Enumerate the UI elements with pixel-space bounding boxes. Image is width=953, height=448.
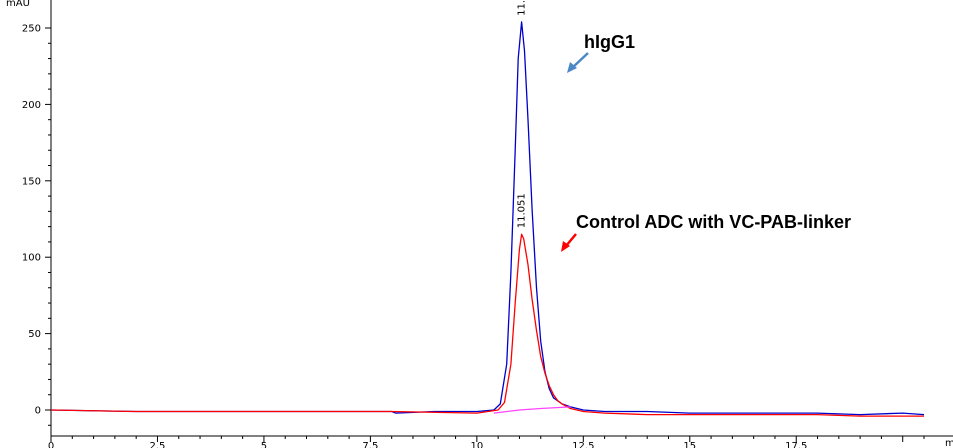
x-unit-label: m [945,438,953,448]
series-line-2 [493,406,571,414]
arrow-control-adc [565,233,577,247]
x-tick-label: 15 [683,441,696,448]
x-tick-label: 17.5 [785,441,807,448]
x-tick-label: 0 [48,441,54,448]
y-unit-label: mAU [6,0,30,9]
annotation-higg1: hIgG1 [584,32,635,52]
labels-layer: 11.05 11.051 [517,0,528,228]
y-tick-label: 0 [35,406,41,417]
peak-label: 11.05 [517,0,528,16]
arrow-higg1 [571,52,589,69]
arrow-control-adc-head [561,241,570,252]
series-layer [50,21,925,417]
series-line-1 [50,233,924,417]
y-tick-label: 50 [28,329,41,340]
peak-label: 11.051 [517,193,528,228]
y-tick-label: 150 [22,176,41,187]
y-tick-label: 250 [22,24,41,35]
x-tick-label: 7.5 [362,441,378,448]
axes: 0 50 100 150 200 250 0 2.5 5 7.5 10 12.5 15 17.5 [22,0,953,448]
x-tick-label: 10 [470,441,483,448]
x-tick-label: 12.5 [572,441,594,448]
y-tick-label: 200 [22,100,41,111]
y-tick-label: 100 [22,253,41,264]
annotation-control-adc: Control ADC with VC-PAB-linker [576,212,851,232]
x-tick-label: 5 [261,441,267,448]
arrow-higg1-head [567,62,577,73]
series-line-0 [50,21,925,416]
x-tick-label: 2.5 [150,441,166,448]
